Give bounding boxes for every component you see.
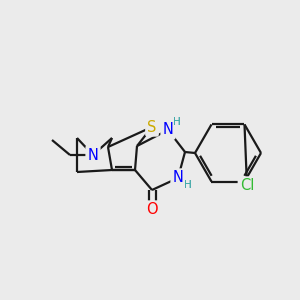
Text: S: S	[147, 119, 157, 134]
Text: H: H	[173, 117, 181, 127]
Text: N: N	[88, 148, 98, 163]
Text: H: H	[184, 180, 192, 190]
Text: N: N	[163, 122, 173, 137]
Text: Cl: Cl	[240, 178, 254, 194]
Text: H: H	[173, 117, 181, 127]
Text: H: H	[184, 180, 192, 190]
Text: O: O	[146, 202, 158, 217]
Text: S: S	[147, 119, 157, 134]
Text: O: O	[146, 202, 158, 217]
Text: N: N	[88, 148, 98, 163]
Text: N: N	[172, 170, 183, 185]
Text: Cl: Cl	[240, 178, 254, 194]
Text: N: N	[163, 122, 173, 137]
Text: N: N	[172, 170, 183, 185]
